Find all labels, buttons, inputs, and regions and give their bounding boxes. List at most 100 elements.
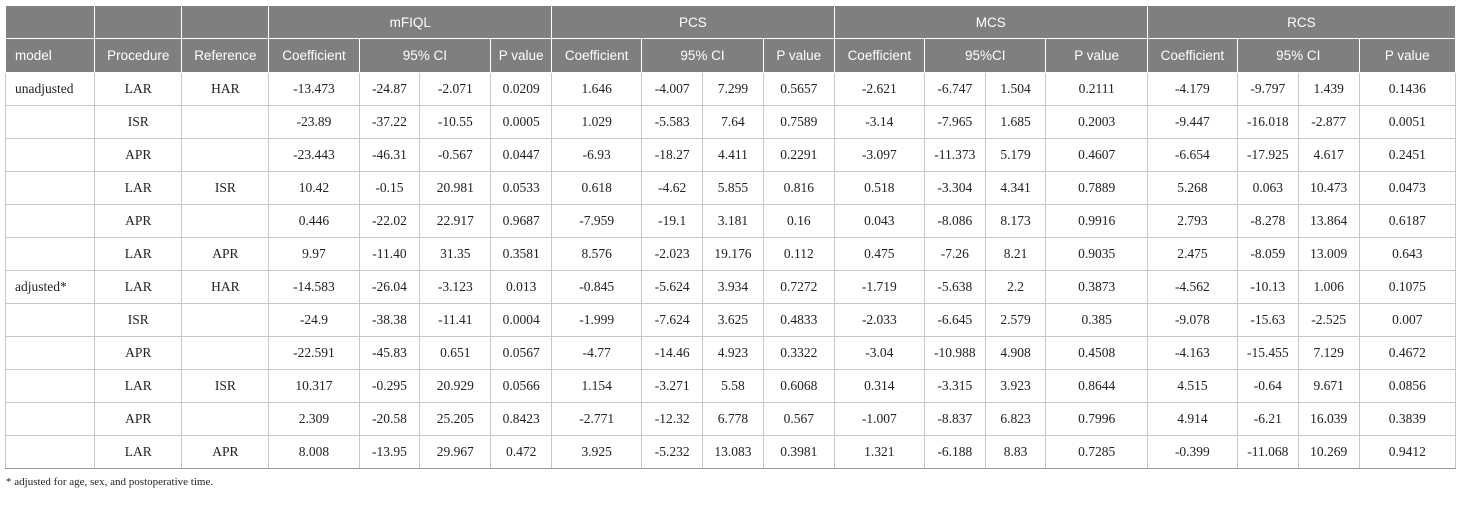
rcs-ci-upper-cell: 10.473 xyxy=(1297,171,1360,205)
table-row: ISR -24.9 -38.38 -11.41 0.0004 -1.999 -7.624 3.… xyxy=(4,303,1457,337)
mfiql-pvalue-cell: 0.0005 xyxy=(490,105,553,139)
model-cell xyxy=(4,369,96,403)
pcs-ci-upper-cell: 5.58 xyxy=(702,369,764,403)
rcs-ci-upper-cell: 1.439 xyxy=(1297,72,1360,106)
mcs-pvalue-cell: 0.2111 xyxy=(1045,72,1148,106)
pcs-ci-upper-cell: 6.778 xyxy=(702,402,764,436)
mfiql-pvalue-cell: 0.0566 xyxy=(490,369,553,403)
mcs-pvalue-cell: 0.4607 xyxy=(1045,138,1148,172)
table-row: APR 2.309 -20.58 25.205 0.8423 -2.771 -12.32 6.… xyxy=(4,402,1457,436)
rcs-coefficient-cell: -4.562 xyxy=(1146,270,1238,304)
rcs-pvalue-cell: 0.643 xyxy=(1358,237,1457,271)
mfiql-ci-lower-cell: -38.38 xyxy=(358,303,421,337)
mcs-ci-lower-cell: -6.645 xyxy=(923,303,986,337)
pcs-ci-lower-cell: -2.023 xyxy=(641,237,704,271)
rcs-ci-upper-cell: -2.525 xyxy=(1297,303,1360,337)
reference-cell xyxy=(181,303,270,337)
procedure-cell: APR xyxy=(94,336,183,370)
mcs-coefficient-cell: -3.14 xyxy=(833,105,925,139)
reference-cell: HAR xyxy=(181,72,270,106)
mcs-pvalue-cell: 0.8644 xyxy=(1045,369,1148,403)
mfiql-ci-lower-cell: -22.02 xyxy=(358,204,421,238)
mcs-ci-lower-cell: -6.747 xyxy=(923,72,986,106)
mcs-coefficient-cell: -3.04 xyxy=(833,336,925,370)
mcs-ci-lower-cell: -7.965 xyxy=(923,105,986,139)
procedure-cell: LAR xyxy=(94,72,183,106)
mfiql-pvalue-cell: 0.0004 xyxy=(490,303,553,337)
mcs-ci-lower-cell: -10.988 xyxy=(923,336,986,370)
mfiql-pvalue-cell: 0.472 xyxy=(490,435,553,469)
mfiql-ci-upper-cell: 29.967 xyxy=(419,435,492,469)
mcs-coefficient-cell: 0.475 xyxy=(833,237,925,271)
group-header-mfiql: mFIQL xyxy=(268,5,553,39)
model-cell xyxy=(4,402,96,436)
mcs-ci-upper-cell: 3.923 xyxy=(984,369,1047,403)
table-row: ISR -23.89 -37.22 -10.55 0.0005 1.029 -5.583 7.… xyxy=(4,105,1457,139)
pcs-pvalue-cell: 0.4833 xyxy=(762,303,835,337)
rcs-coefficient-cell: 4.515 xyxy=(1146,369,1238,403)
mcs-ci-lower-cell: -8.837 xyxy=(923,402,986,436)
table-row: adjusted* LAR HAR -14.583 -26.04 -3.123 0.013-… xyxy=(4,270,1457,304)
mcs-ci-upper-cell: 1.685 xyxy=(984,105,1047,139)
table-row: APR -22.591 -45.83 0.651 0.0567 -4.77 -14.46 4.… xyxy=(4,336,1457,370)
rcs-ci-header: 95% CI xyxy=(1236,38,1360,73)
rcs-pvalue-cell: 0.6187 xyxy=(1358,204,1457,238)
rcs-pvalue-cell: 0.1436 xyxy=(1358,72,1457,106)
rcs-pvalue-cell: 0.9412 xyxy=(1358,435,1457,469)
pcs-pvalue-cell: 0.3981 xyxy=(762,435,835,469)
table-row: LAR ISR 10.42 -0.15 20.981 0.0533 0.618 -4.62 5.… xyxy=(4,171,1457,205)
rcs-ci-lower-cell: -11.068 xyxy=(1236,435,1299,469)
mfiql-pvalue-cell: 0.0209 xyxy=(490,72,553,106)
reference-cell: HAR xyxy=(181,270,270,304)
mfiql-coefficient-cell: -23.89 xyxy=(268,105,360,139)
mfiql-coefficient-cell: -13.473 xyxy=(268,72,360,106)
mfiql-ci-upper-cell: -2.071 xyxy=(419,72,492,106)
pcs-pvalue-cell: 0.7589 xyxy=(762,105,835,139)
procedure-header: Procedure xyxy=(94,38,183,73)
model-cell xyxy=(4,336,96,370)
procedure-cell: LAR xyxy=(94,237,183,271)
mfiql-coefficient-cell: 0.446 xyxy=(268,204,360,238)
pcs-ci-lower-cell: -4.62 xyxy=(641,171,704,205)
mcs-coefficient-cell: 0.518 xyxy=(833,171,925,205)
mfiql-ci-upper-cell: 25.205 xyxy=(419,402,492,436)
rcs-ci-lower-cell: -15.63 xyxy=(1236,303,1299,337)
rcs-pvalue-cell: 0.2451 xyxy=(1358,138,1457,172)
mcs-ci-lower-cell: -3.315 xyxy=(923,369,986,403)
reference-cell xyxy=(181,105,270,139)
mcs-coefficient-cell: -3.097 xyxy=(833,138,925,172)
mfiql-ci-upper-cell: -3.123 xyxy=(419,270,492,304)
mcs-coefficient-cell: -1.719 xyxy=(833,270,925,304)
rcs-coefficient-cell: -9.447 xyxy=(1146,105,1238,139)
pcs-coefficient-cell: 1.154 xyxy=(551,369,643,403)
rcs-coefficient-cell: -6.654 xyxy=(1146,138,1238,172)
rcs-ci-upper-cell: 7.129 xyxy=(1297,336,1360,370)
model-cell xyxy=(4,237,96,271)
procedure-cell: LAR xyxy=(94,171,183,205)
table-row: LAR APR 8.008 -13.95 29.967 0.472 3.925 -5.232 1… xyxy=(4,435,1457,469)
mfiql-coefficient-cell: -22.591 xyxy=(268,336,360,370)
rcs-pvalue-cell: 0.3839 xyxy=(1358,402,1457,436)
mfiql-coefficient-cell: -24.9 xyxy=(268,303,360,337)
mfiql-ci-upper-cell: -10.55 xyxy=(419,105,492,139)
mcs-ci-upper-cell: 4.908 xyxy=(984,336,1047,370)
mcs-ci-upper-cell: 2.2 xyxy=(984,270,1047,304)
group-header-mcs: MCS xyxy=(833,5,1148,39)
mfiql-coefficient-cell: -14.583 xyxy=(268,270,360,304)
pcs-pvalue-header: P value xyxy=(762,38,835,73)
pcs-ci-lower-cell: -14.46 xyxy=(641,336,704,370)
procedure-cell: LAR xyxy=(94,435,183,469)
rcs-ci-upper-cell: 10.269 xyxy=(1297,435,1360,469)
group-header-pcs: PCS xyxy=(551,5,835,39)
mcs-ci-upper-cell: 2.579 xyxy=(984,303,1047,337)
table-row: APR -23.443 -46.31 -0.567 0.0447 -6.93 -18.27 4… xyxy=(4,138,1457,172)
reference-cell: APR xyxy=(181,435,270,469)
procedure-cell: APR xyxy=(94,204,183,238)
mcs-pvalue-cell: 0.7889 xyxy=(1045,171,1148,205)
mcs-pvalue-cell: 0.9916 xyxy=(1045,204,1148,238)
pcs-ci-lower-cell: -19.1 xyxy=(641,204,704,238)
rcs-coefficient-cell: 5.268 xyxy=(1146,171,1238,205)
rcs-coefficient-cell: 2.793 xyxy=(1146,204,1238,238)
rcs-pvalue-cell: 0.0856 xyxy=(1358,369,1457,403)
mcs-ci-lower-cell: -6.188 xyxy=(923,435,986,469)
